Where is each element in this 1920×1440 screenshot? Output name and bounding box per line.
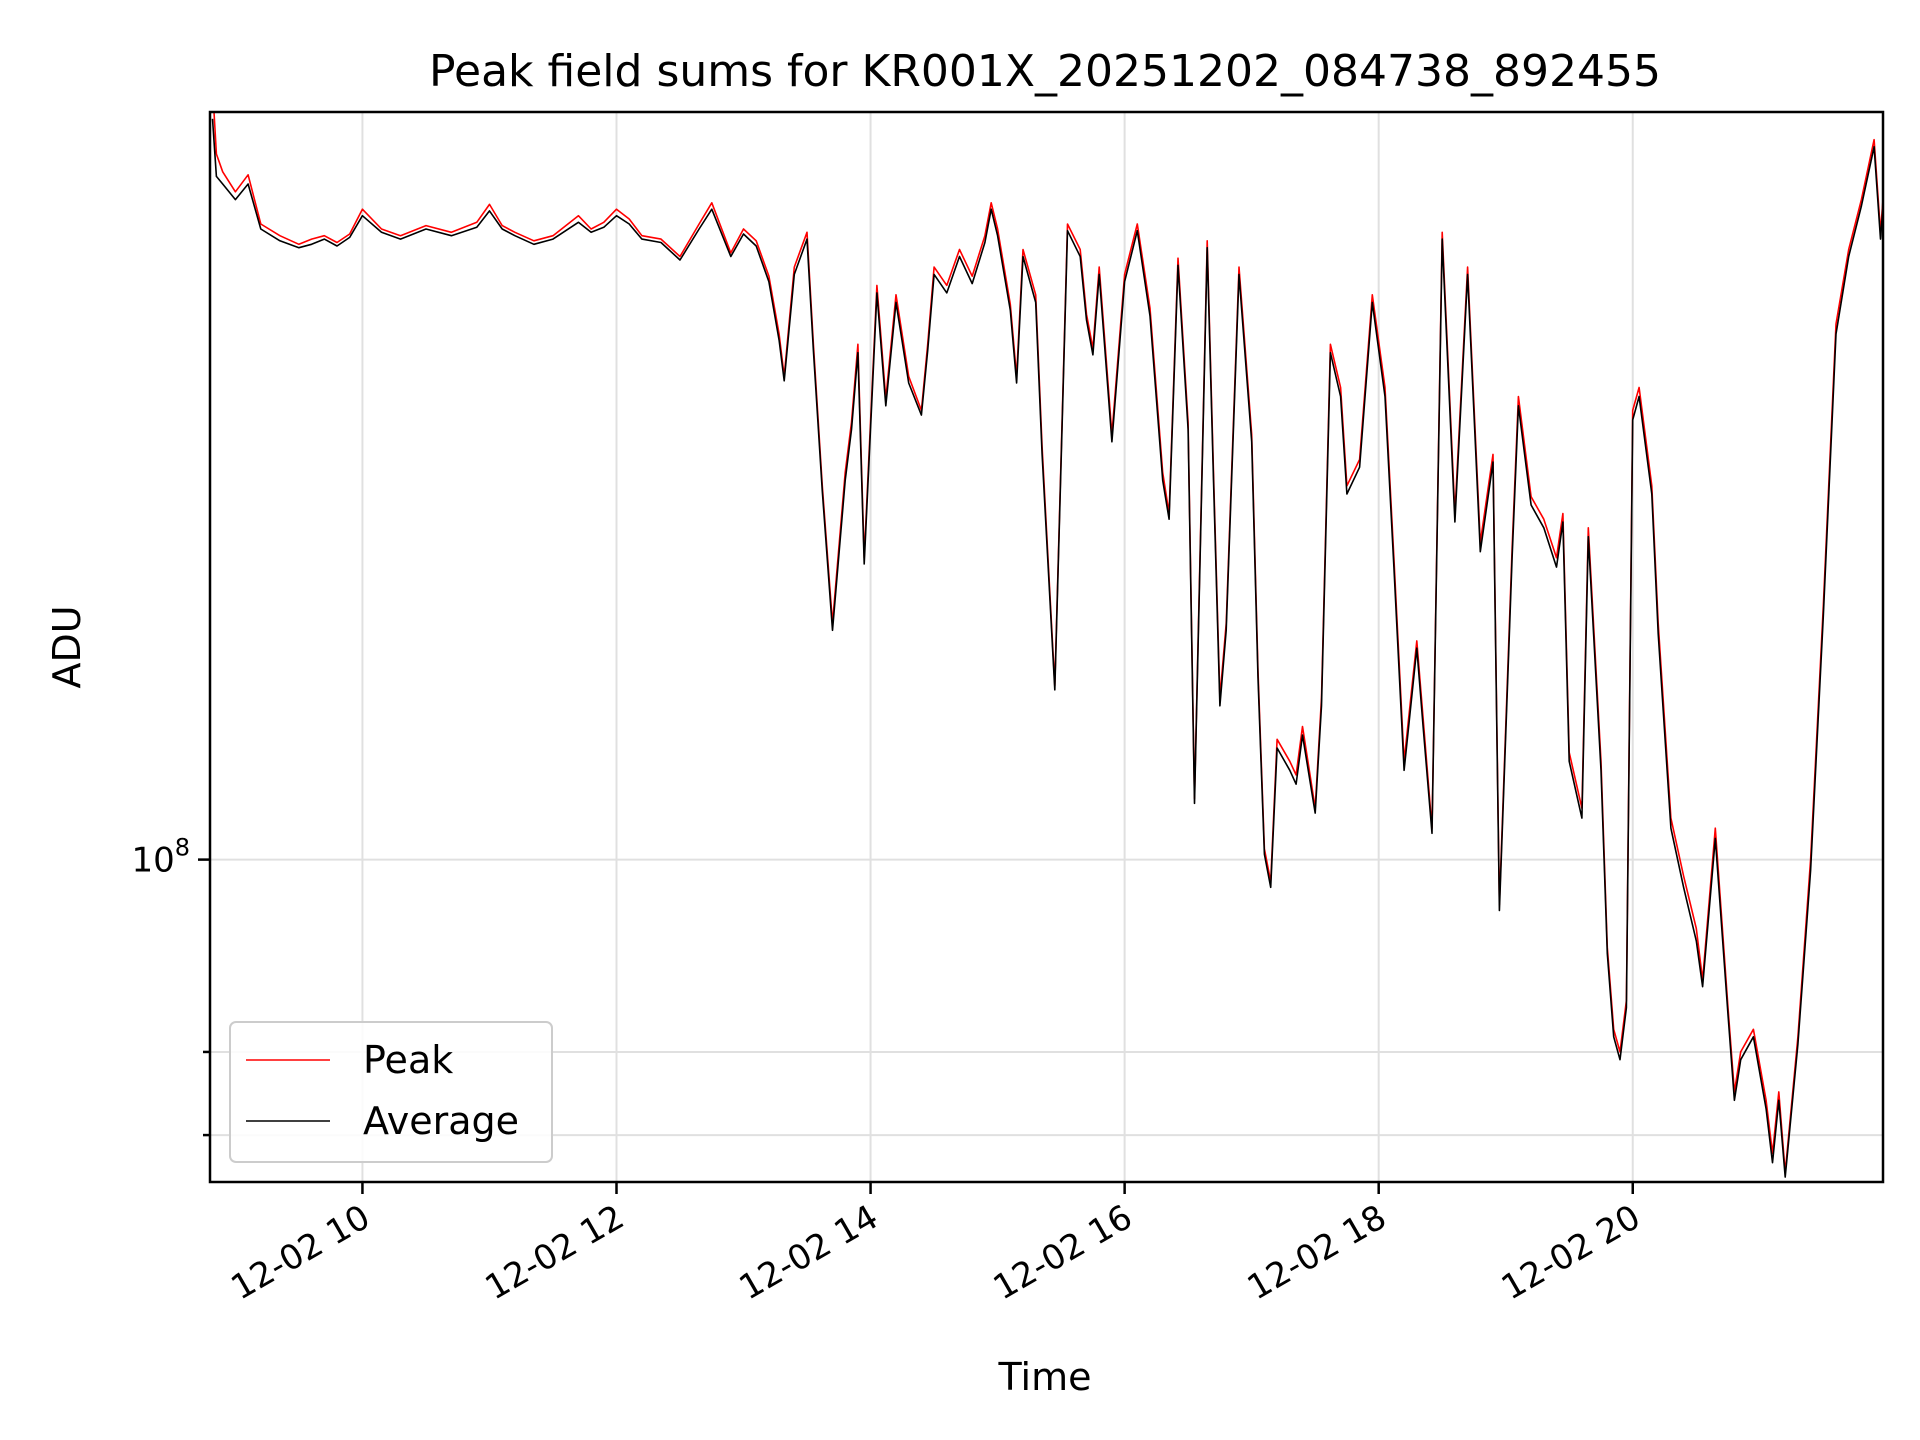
grid bbox=[210, 112, 1883, 1182]
series-average-line bbox=[211, 118, 1883, 1178]
chart-title: Peak field sums for KR001X_20251202_0847… bbox=[429, 46, 1661, 97]
plot-frame bbox=[208, 110, 1885, 1184]
y-axis-label: ADU bbox=[45, 605, 89, 688]
x-axis-ticks: 12-02 10 12-02 12 12-02 14 12-02 16 12-02 18… bbox=[225, 1182, 1647, 1308]
y-axis-ticks: 108 bbox=[131, 834, 210, 1137]
legend: Peak Average bbox=[229, 1021, 553, 1163]
x-tick-label: 12-02 14 bbox=[733, 1197, 885, 1308]
x-tick-label: 12-02 20 bbox=[1495, 1197, 1647, 1308]
legend-box bbox=[229, 1021, 553, 1163]
y-tick-label: 108 bbox=[131, 834, 190, 881]
x-tick-label: 12-02 18 bbox=[1241, 1197, 1393, 1308]
x-tick-label: 12-02 10 bbox=[225, 1197, 377, 1308]
legend-average-label: Average bbox=[363, 1099, 519, 1143]
series-layer bbox=[211, 112, 1883, 1178]
x-axis-label: Time bbox=[998, 1355, 1092, 1399]
legend-peak-label: Peak bbox=[363, 1038, 453, 1082]
x-tick-label: 12-02 16 bbox=[987, 1197, 1139, 1308]
x-tick-label: 12-02 12 bbox=[479, 1197, 631, 1308]
